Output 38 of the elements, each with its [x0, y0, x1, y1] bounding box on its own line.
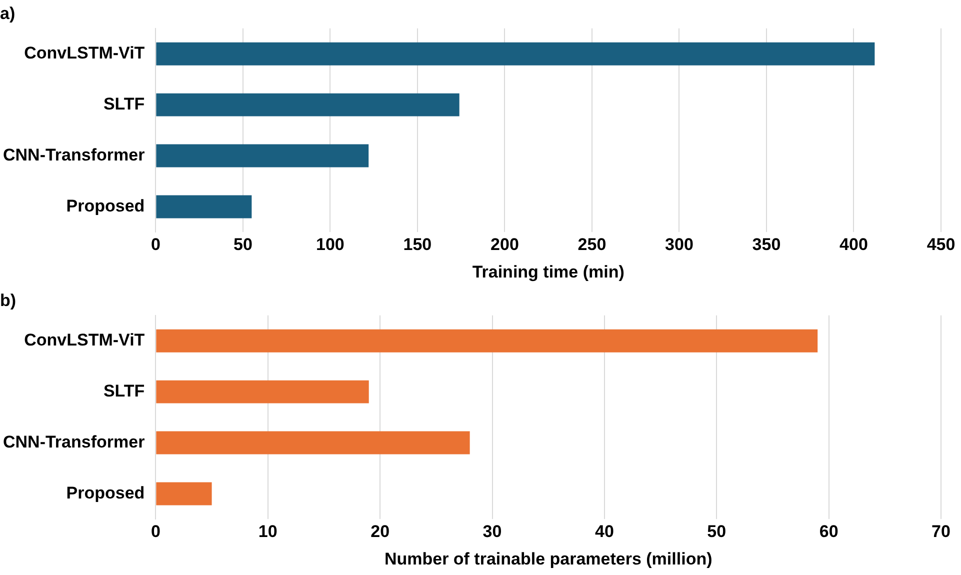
- x-tick-label: 30: [482, 522, 502, 542]
- y-tick-label: ConvLSTM-ViT: [24, 44, 146, 63]
- y-tick-label: Proposed: [66, 196, 145, 216]
- bar: [156, 431, 470, 454]
- x-tick-label: 40: [594, 522, 614, 542]
- y-tick-label: SLTF: [103, 382, 145, 401]
- bar: [156, 380, 369, 404]
- x-tick-label: 450: [926, 235, 956, 254]
- x-tick-label: 50: [233, 235, 252, 254]
- y-tick-label: CNN-Transformer: [2, 432, 146, 452]
- x-tick-label: 20: [370, 522, 390, 542]
- x-tick-label: 10: [258, 522, 278, 542]
- x-tick-label: 60: [819, 522, 838, 542]
- y-tick-label: Proposed: [66, 483, 145, 502]
- x-tick-label: 0: [150, 522, 160, 542]
- x-tick-label: 400: [840, 235, 868, 254]
- bar: [156, 195, 252, 218]
- x-axis-title: Number of trainable parameters (million): [384, 549, 712, 568]
- text: a): [0, 4, 16, 23]
- x-tick-label: 200: [490, 235, 519, 254]
- bar: [156, 144, 369, 168]
- y-tick-label: CNN-Transformer: [2, 145, 146, 164]
- x-tick-label: 300: [665, 235, 694, 254]
- x-tick-label: 0: [150, 235, 160, 254]
- bar: [156, 93, 460, 116]
- x-tick-label: 70: [932, 522, 950, 542]
- x-tick-label: 150: [403, 235, 432, 254]
- bar: [156, 42, 875, 66]
- y-tick-label: SLTF: [103, 94, 145, 114]
- x-tick-label: 50: [707, 522, 726, 542]
- text: b): [0, 290, 16, 310]
- x-tick-label: 250: [578, 235, 606, 254]
- x-tick-label: 350: [752, 235, 781, 254]
- y-tick-label: ConvLSTM-ViT: [24, 330, 146, 350]
- x-axis-title: Training time (min): [472, 262, 624, 282]
- bar: [156, 482, 212, 506]
- x-tick-label: 100: [316, 235, 344, 254]
- bar: [156, 329, 818, 352]
